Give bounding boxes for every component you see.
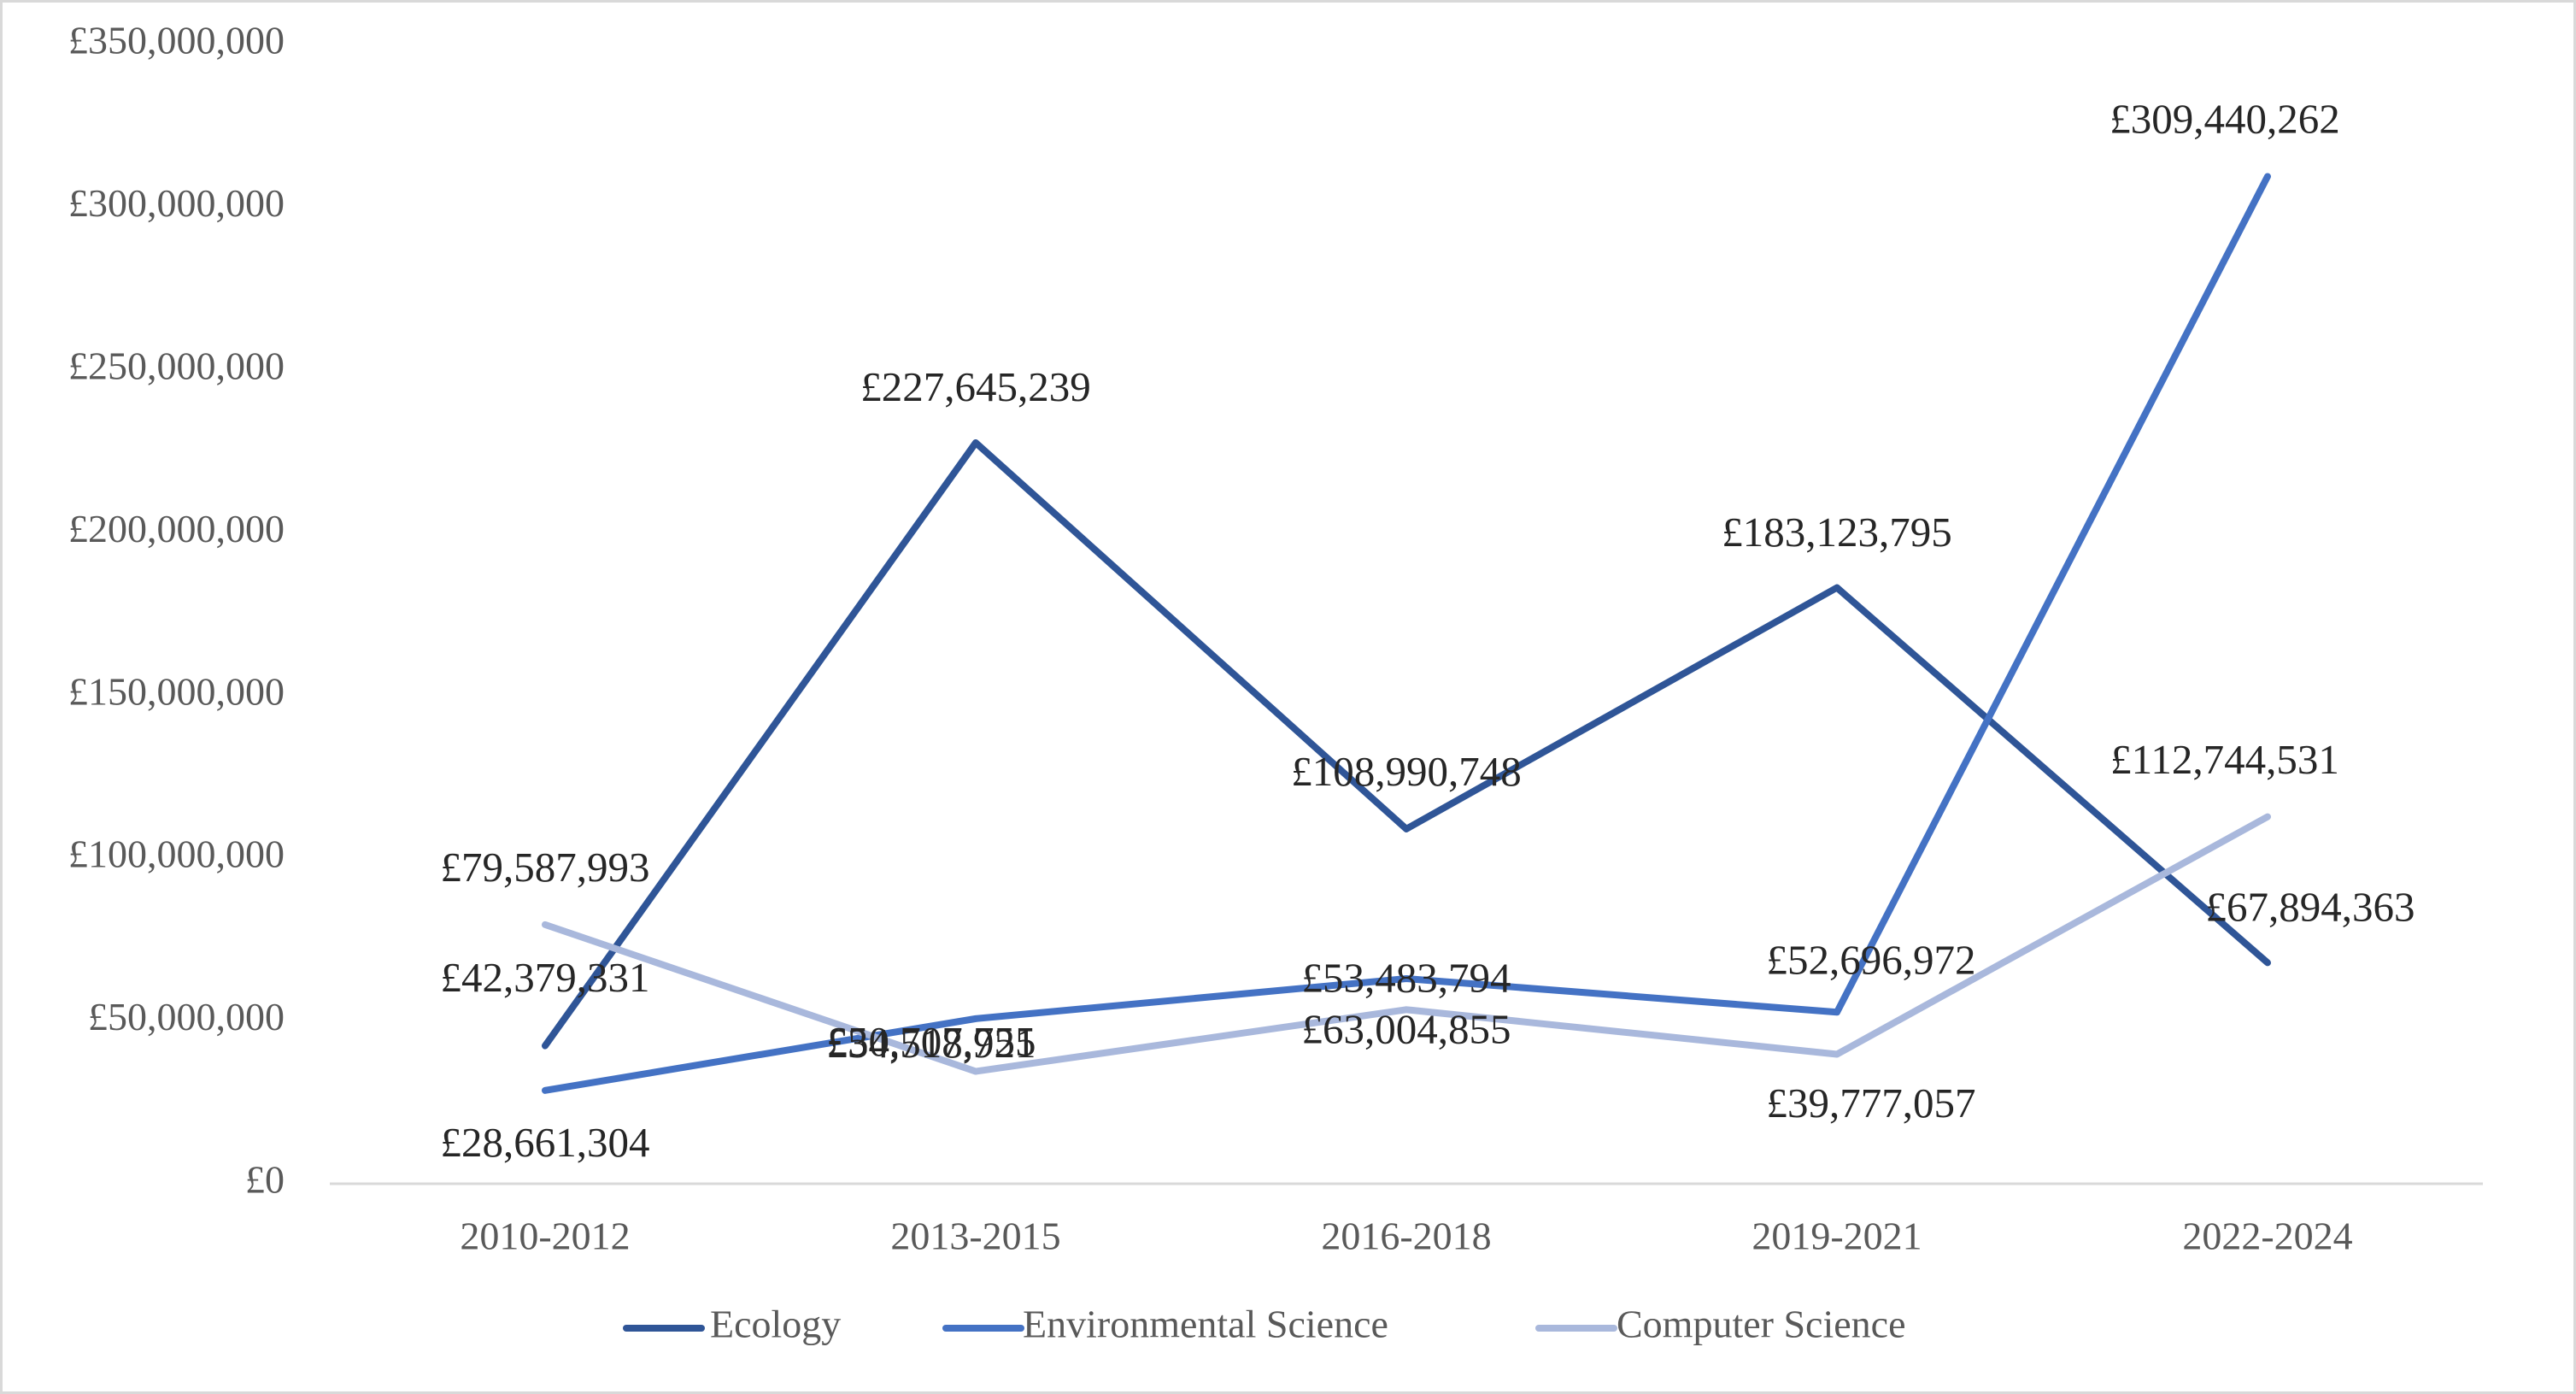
y-tick-label: £350,000,000: [68, 19, 285, 62]
legend-label: Environmental Science: [1023, 1303, 1388, 1346]
data-label: £28,661,304: [441, 1119, 650, 1166]
y-tick-label: £250,000,000: [68, 344, 285, 387]
data-label: £52,696,972: [1767, 937, 1976, 984]
y-tick-label: £150,000,000: [68, 669, 285, 713]
data-label: £309,440,262: [2110, 96, 2340, 143]
y-tick-label: £200,000,000: [68, 507, 285, 550]
x-tick-label: 2010-2012: [460, 1215, 630, 1258]
data-label: £34,518,921: [827, 1020, 1036, 1067]
y-tick-label: £0: [245, 1158, 285, 1202]
series-line-ecology: [542, 438, 2271, 1050]
legend: Ecology Environmental Science Computer Sci…: [623, 1303, 1906, 1346]
y-tick-label: £100,000,000: [68, 832, 285, 876]
axis-layer: £0 £50,000,000 £100,000,000 £150,000,000 £20…: [68, 19, 2483, 1258]
y-tick-label: £300,000,000: [68, 181, 285, 225]
x-tick-label: 2019-2021: [1752, 1215, 1922, 1258]
data-label: £63,004,855: [1302, 1005, 1511, 1052]
y-tick-label: £50,000,000: [88, 995, 285, 1038]
data-label: £67,894,363: [2206, 884, 2415, 931]
series-line-environmental-science: [542, 173, 2271, 1094]
data-label: £79,587,993: [441, 844, 650, 891]
series-line-computer-science: [542, 813, 2271, 1075]
series-layer: [542, 173, 2271, 1094]
legend-label: Computer Science: [1617, 1303, 1906, 1346]
data-label: £39,777,057: [1767, 1079, 1976, 1126]
data-label: £227,645,239: [860, 363, 1091, 410]
x-tick-label: 2022-2024: [2182, 1215, 2352, 1258]
data-label-layer: £42,379,331 £227,645,239 £108,990,748 £183,…: [441, 96, 2415, 1166]
line-chart: £0 £50,000,000 £100,000,000 £150,000,000 £20…: [68, 19, 2483, 1346]
data-label: £183,123,795: [1722, 509, 1952, 556]
data-label: £53,483,794: [1302, 955, 1511, 1002]
data-label: £42,379,331: [441, 954, 650, 1001]
data-label: £108,990,748: [1291, 748, 1522, 795]
data-label: £50,707,755: [827, 1018, 1036, 1065]
data-label: £112,744,531: [2110, 736, 2339, 783]
x-tick-label: 2016-2018: [1321, 1215, 1491, 1258]
x-tick-label: 2013-2015: [890, 1215, 1060, 1258]
legend-label: Ecology: [710, 1303, 841, 1346]
